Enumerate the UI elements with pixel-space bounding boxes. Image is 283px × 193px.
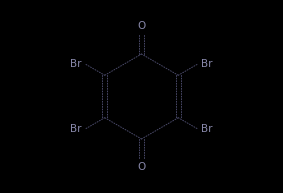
Text: Br: Br (201, 124, 213, 134)
Text: Br: Br (70, 124, 82, 134)
Text: Br: Br (70, 59, 82, 69)
Text: O: O (137, 162, 146, 172)
Text: O: O (137, 21, 146, 31)
Text: Br: Br (201, 59, 213, 69)
